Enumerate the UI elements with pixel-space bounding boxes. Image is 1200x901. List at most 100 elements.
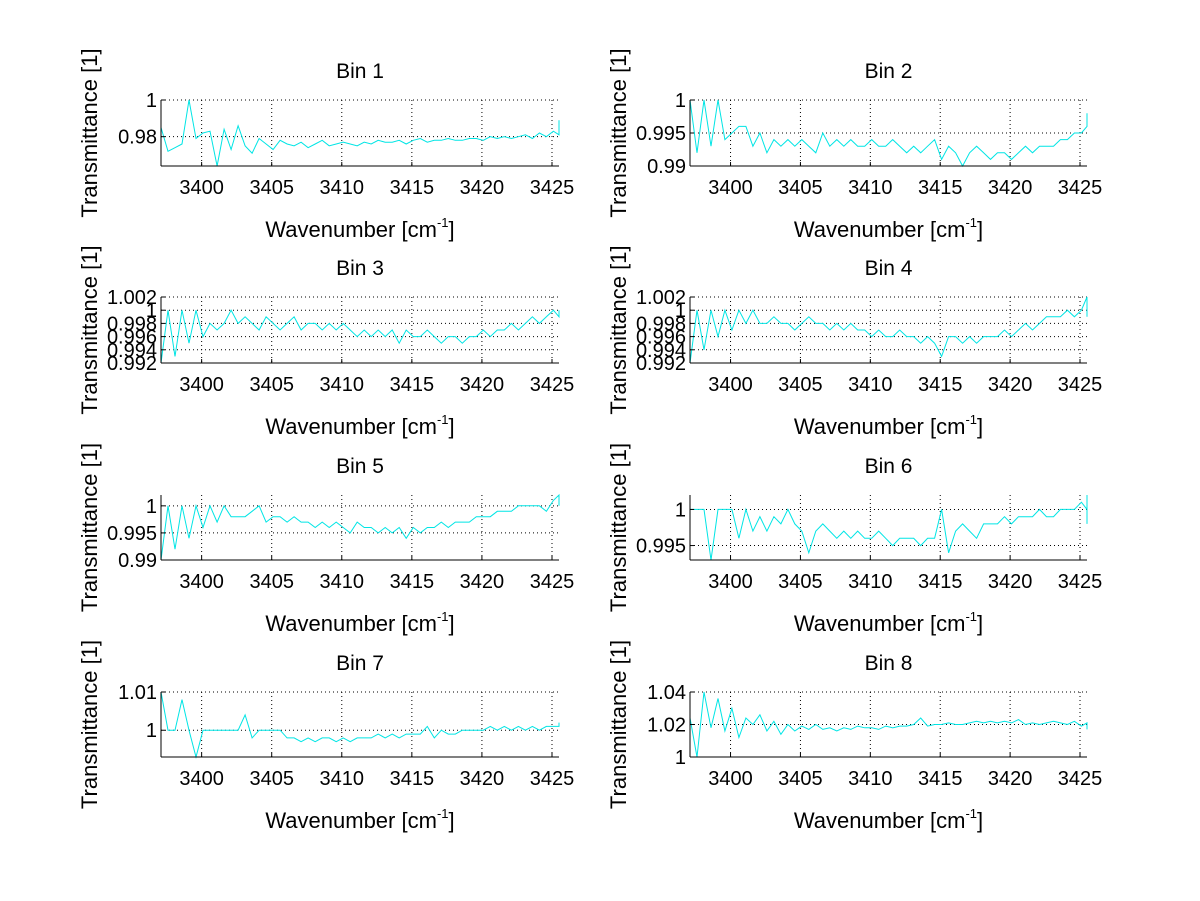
x-tick-label: 3410	[848, 768, 893, 790]
x-tick-label: 3400	[708, 374, 753, 396]
data-series-line	[160, 99, 560, 167]
y-tick-label: 1	[675, 90, 686, 112]
x-tick-label: 3415	[918, 768, 963, 790]
x-tick-label: 3425	[1058, 768, 1103, 790]
x-tick-label: 3405	[249, 374, 294, 396]
data-series-line	[689, 691, 1088, 758]
x-tick-label: 3425	[1058, 374, 1103, 396]
x-tick-label: 3400	[708, 768, 753, 790]
y-tick-label: 1.02	[647, 715, 686, 737]
y-tick-label: 1.01	[118, 682, 157, 704]
subplot-title: Bin 4	[865, 257, 913, 280]
x-tick-label: 3415	[390, 374, 435, 396]
subplot-title: Bin 8	[865, 652, 913, 675]
y-tick-label: 1	[146, 90, 157, 112]
x-axis-label: Wavenumber [cm-1]	[265, 609, 454, 636]
x-axis-label: Wavenumber [cm-1]	[265, 215, 454, 242]
x-tick-label: 3425	[1058, 177, 1103, 199]
x-tick-label: 3405	[249, 768, 294, 790]
subplot-bin-2: 3400 3405 3410 3415 3420 3425 0.99 0.995 1 Bin 2 W…	[606, 48, 1102, 242]
x-tick-label: 3400	[179, 571, 224, 593]
x-tick-label: 3425	[1058, 571, 1103, 593]
subplot-bin-4: 3400 3405 3410 3415 3420 3425 0.9920.9940.9960…	[606, 245, 1102, 439]
x-tick-label: 3415	[390, 177, 435, 199]
x-tick-label: 3420	[460, 177, 505, 199]
x-tick-label: 3420	[988, 571, 1033, 593]
x-tick-label: 3400	[708, 571, 753, 593]
x-axis-label: Wavenumber [cm-1]	[794, 412, 983, 439]
data-series-line	[160, 691, 560, 759]
x-tick-label: 3400	[179, 374, 224, 396]
y-tick-label: 0.992	[636, 353, 686, 375]
y-axis-label: Transmittance [1]	[77, 48, 102, 217]
x-axis-label: Wavenumber [cm-1]	[794, 806, 983, 833]
y-axis-label: Transmittance [1]	[606, 443, 631, 612]
x-tick-label: 3425	[530, 768, 575, 790]
subplot-title: Bin 6	[865, 455, 913, 478]
y-tick-label: 0.992	[107, 353, 157, 375]
subplot-bin-7: 3400 3405 3410 3415 3420 3425 1 1.01 Bin 7 Wavenu…	[77, 640, 574, 833]
y-tick-label: 0.994	[636, 340, 686, 362]
data-series-line	[689, 99, 1088, 168]
y-axis-label: Transmittance [1]	[606, 48, 631, 217]
y-tick-label: 0.996	[107, 327, 157, 349]
x-tick-label: 3420	[988, 177, 1033, 199]
x-tick-label: 3410	[848, 571, 893, 593]
y-tick-label: 0.995	[636, 536, 686, 558]
x-tick-label: 3425	[530, 571, 575, 593]
x-tick-label: 3425	[530, 177, 575, 199]
data-series-line	[160, 493, 560, 561]
y-axis-label: Transmittance [1]	[606, 245, 631, 414]
x-tick-label: 3410	[320, 374, 365, 396]
y-tick-label: 0.998	[636, 313, 686, 335]
y-axis-label: Transmittance [1]	[606, 640, 631, 809]
x-tick-label: 3420	[988, 768, 1033, 790]
x-tick-label: 3420	[988, 374, 1033, 396]
x-axis-label: Wavenumber [cm-1]	[265, 806, 454, 833]
subplot-title: Bin 7	[336, 652, 384, 675]
x-tick-label: 3415	[918, 374, 963, 396]
x-tick-label: 3410	[848, 177, 893, 199]
y-tick-label: 1	[675, 300, 686, 322]
y-tick-label: 1	[675, 499, 686, 521]
x-tick-label: 3400	[708, 177, 753, 199]
subplot-title: Bin 3	[336, 257, 384, 280]
subplot-bin-6: 3400 3405 3410 3415 3420 3425 0.995 1 Bin 6 Waven…	[606, 443, 1102, 636]
y-axis-label: Transmittance [1]	[77, 245, 102, 414]
y-tick-label: 0.998	[107, 313, 157, 335]
subplot-bin-8: 3400 3405 3410 3415 3420 3425 1 1.02 1.04 Bin 8 Wa…	[606, 640, 1102, 833]
x-tick-label: 3410	[320, 768, 365, 790]
x-axis-label: Wavenumber [cm-1]	[794, 215, 983, 242]
subplot-bin-5: 3400 3405 3410 3415 3420 3425 0.99 0.995 1 Bin 5 W…	[77, 443, 574, 636]
x-tick-label: 3405	[249, 177, 294, 199]
data-series-line	[160, 309, 560, 364]
y-tick-label: 1.04	[647, 682, 686, 704]
data-series-line	[690, 495, 1088, 561]
x-tick-label: 3420	[460, 571, 505, 593]
subplot-title: Bin 5	[336, 455, 384, 478]
y-axis-label: Transmittance [1]	[77, 443, 102, 612]
x-axis-label: Wavenumber [cm-1]	[794, 609, 983, 636]
y-tick-label: 0.995	[107, 523, 157, 545]
x-tick-label: 3410	[320, 177, 365, 199]
y-tick-label: 1.002	[107, 287, 157, 309]
x-tick-label: 3405	[778, 177, 823, 199]
y-tick-label: 0.99	[118, 550, 157, 572]
x-tick-label: 3415	[918, 571, 963, 593]
data-series-line	[689, 296, 1088, 364]
y-tick-label: 0.994	[107, 340, 157, 362]
x-tick-label: 3400	[179, 177, 224, 199]
x-tick-label: 3425	[530, 374, 575, 396]
x-tick-label: 3400	[179, 768, 224, 790]
x-tick-label: 3410	[320, 571, 365, 593]
y-axis-label: Transmittance [1]	[77, 640, 102, 809]
subplot-title: Bin 1	[336, 60, 384, 83]
x-tick-label: 3420	[460, 768, 505, 790]
subplot-bin-3: 3400 3405 3410 3415 3420 3425 0.9920.9940.9960…	[77, 245, 574, 439]
x-tick-label: 3410	[848, 374, 893, 396]
y-tick-label: 1	[146, 496, 157, 518]
x-tick-label: 3405	[778, 768, 823, 790]
y-tick-label: 1.002	[636, 287, 686, 309]
x-tick-label: 3405	[249, 571, 294, 593]
